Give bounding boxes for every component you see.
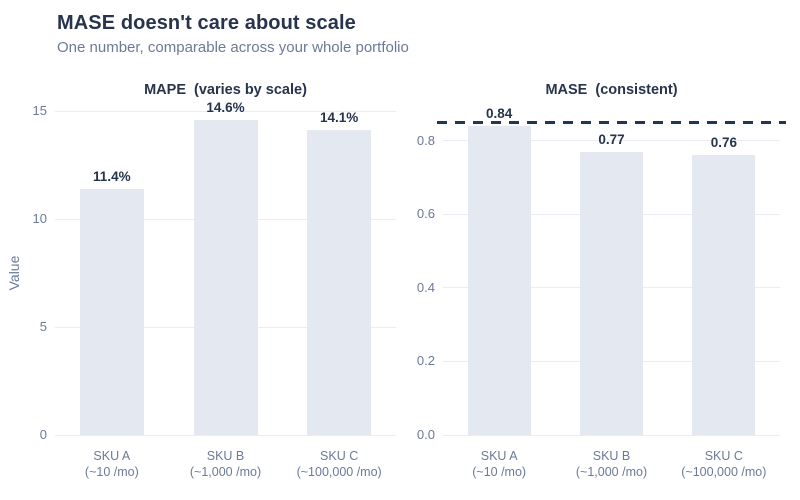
x-tick-label: SKU B (~1,000 /mo) <box>151 448 301 480</box>
x-tick-sublabel: (~1,000 /mo) <box>575 465 648 479</box>
chart-mape: 0 5 10 15 11.4% SKU A (~10 /mo) 14.6% SKU B (~1,0… <box>0 70 400 500</box>
y-tick-label: 15 <box>32 103 47 118</box>
bar <box>193 119 258 435</box>
x-tick-category: SKU C <box>320 449 359 463</box>
x-tick-category: SKU B <box>592 449 631 463</box>
bar <box>79 188 144 435</box>
bar-value-label: 11.4% <box>93 168 131 184</box>
y-tick-label: 0.6 <box>416 206 435 222</box>
page-title: MASE doesn't care about scale <box>57 12 356 34</box>
x-tick-label: SKU C (~100,000 /mo) <box>649 448 799 480</box>
gridline <box>443 140 780 142</box>
bar <box>307 130 372 435</box>
bar-value-label: 14.1% <box>320 110 359 126</box>
y-axis-title: Value <box>6 255 22 291</box>
y-tick-label: 10 <box>32 211 47 226</box>
gridline <box>55 110 396 112</box>
gridline <box>55 434 396 436</box>
bar-value-label: 0.76 <box>710 135 737 151</box>
y-tick-label: 5 <box>39 319 47 334</box>
reference-line <box>437 120 786 124</box>
bar <box>580 151 643 435</box>
x-tick-sublabel: (~100,000 /mo) <box>296 465 382 479</box>
x-tick-label: SKU B (~1,000 /mo) <box>537 448 687 480</box>
y-tick-label: 0 <box>39 427 47 442</box>
x-tick-category: SKU A <box>480 449 518 463</box>
y-tick-label: 0.8 <box>416 132 435 148</box>
y-tick-label: 0.4 <box>416 279 435 295</box>
page-subtitle: One number, comparable across your whole… <box>57 39 409 56</box>
x-tick-sublabel: (~1,000 /mo) <box>189 465 262 479</box>
x-tick-sublabel: (~10 /mo) <box>472 465 527 479</box>
x-tick-sublabel: (~10 /mo) <box>84 465 139 479</box>
bar-value-label: 0.77 <box>598 131 625 147</box>
x-tick-label: SKU A (~10 /mo) <box>424 448 574 480</box>
x-tick-category: SKU B <box>206 449 245 463</box>
x-tick-category: SKU C <box>704 449 743 463</box>
y-tick-label: 0.0 <box>416 427 435 442</box>
chart-title: MASE (consistent) <box>545 82 678 98</box>
x-tick-sublabel: (~100,000 /mo) <box>681 465 767 479</box>
y-tick-label: 0.2 <box>416 353 435 369</box>
x-tick-label: SKU C (~100,000 /mo) <box>264 448 414 480</box>
bar-value-label: 0.84 <box>486 106 513 122</box>
chart-title: MAPE (varies by scale) <box>144 82 307 98</box>
x-tick-category: SKU A <box>93 449 131 463</box>
bar-value-label: 14.6% <box>206 99 245 115</box>
bar <box>692 155 756 435</box>
x-tick-label: SKU A (~10 /mo) <box>37 448 187 480</box>
chart-mase: 0.0 0.2 0.4 0.6 0.8 0.84 SKU A (~10 /mo) 0.77 SKU… <box>400 70 800 500</box>
bar <box>467 126 531 435</box>
gridline <box>443 434 780 436</box>
